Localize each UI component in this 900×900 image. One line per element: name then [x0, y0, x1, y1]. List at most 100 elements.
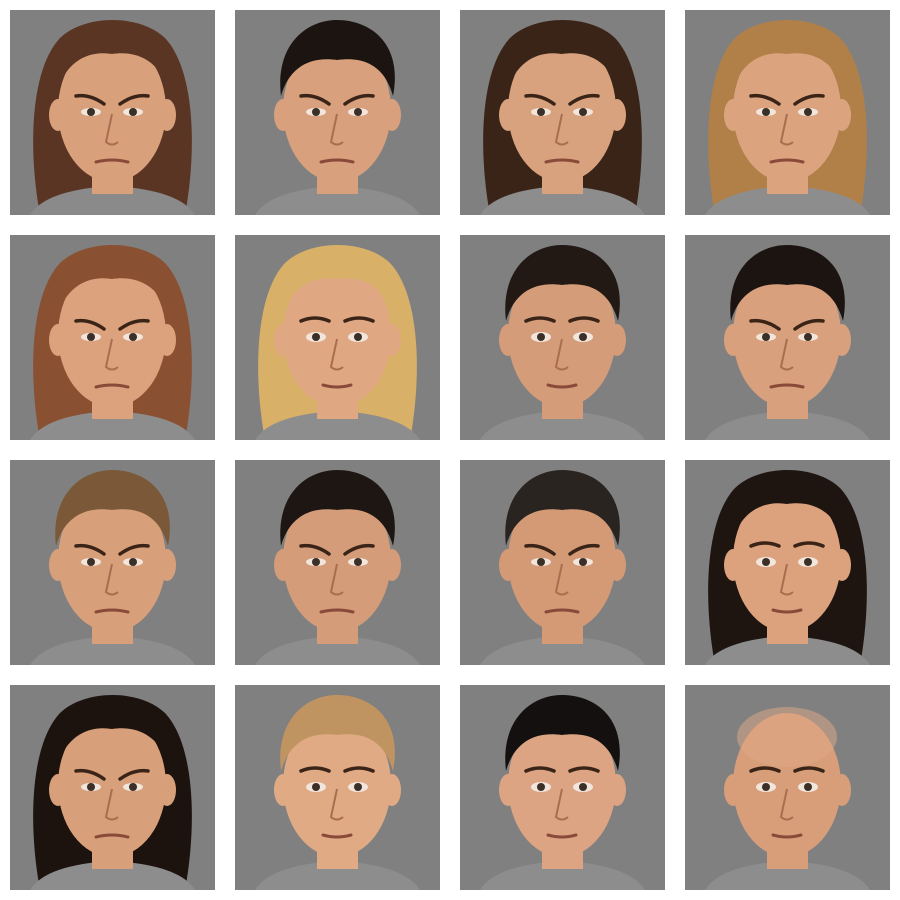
mouth: [546, 833, 578, 839]
hair-top: [505, 245, 620, 321]
hair-top: [58, 251, 168, 315]
left-eye-iris: [312, 333, 320, 341]
left-eye-iris: [312, 558, 320, 566]
left-eye-iris: [537, 108, 545, 116]
left-eye-iris: [762, 333, 770, 341]
mouth: [771, 608, 803, 614]
hair-top: [505, 695, 620, 771]
face: [733, 38, 841, 182]
left-eye-iris: [87, 558, 95, 566]
nose: [329, 788, 344, 821]
hair-top: [283, 251, 393, 315]
face: [283, 38, 391, 182]
left-eye-iris: [537, 783, 545, 791]
right-eyebrow: [793, 318, 825, 331]
face-photo: [10, 460, 215, 665]
face-photo: [460, 460, 665, 665]
right-eye-iris: [579, 333, 587, 341]
face: [283, 488, 391, 632]
left-eyebrow: [524, 543, 556, 556]
left-eye-iris: [762, 108, 770, 116]
mouth: [771, 833, 803, 839]
nose: [779, 338, 794, 371]
shirt: [480, 636, 645, 665]
right-eyebrow: [343, 93, 375, 106]
shirt: [480, 186, 645, 215]
shirt: [255, 411, 420, 440]
hair-top: [280, 20, 395, 96]
face-portrait: [460, 10, 665, 215]
left-eye-iris: [87, 333, 95, 341]
left-eyebrow: [749, 541, 781, 548]
face-photo: [235, 460, 440, 665]
left-eyebrow: [749, 93, 781, 106]
hair-top: [508, 26, 618, 90]
nose: [104, 788, 119, 821]
face-photo: [460, 235, 665, 440]
right-eye-iris: [354, 108, 362, 116]
nose: [779, 788, 794, 821]
face-photo: [235, 10, 440, 215]
face: [58, 488, 166, 632]
nose: [554, 338, 569, 371]
face-portrait: [10, 685, 215, 890]
right-eyebrow: [118, 768, 150, 781]
face-portrait: [10, 460, 215, 665]
left-eye-iris: [312, 108, 320, 116]
face-photo: [10, 10, 215, 215]
mouth: [544, 608, 580, 614]
left-eye-iris: [762, 558, 770, 566]
face-portrait: [460, 235, 665, 440]
face-portrait: [235, 10, 440, 215]
right-eye-iris: [129, 108, 137, 116]
left-eyebrow: [524, 766, 556, 773]
left-eyebrow: [749, 766, 781, 773]
left-eye-iris: [87, 783, 95, 791]
face-photo: [235, 685, 440, 890]
face: [508, 488, 616, 632]
hair-top: [733, 26, 843, 90]
left-eyebrow: [299, 543, 331, 556]
shirt: [705, 861, 870, 890]
left-eyebrow: [74, 318, 106, 331]
nose: [104, 338, 119, 371]
hair-top: [733, 476, 843, 540]
face-photo: [685, 685, 890, 890]
face-portrait: [685, 460, 890, 665]
face: [733, 488, 841, 632]
mouth: [321, 833, 353, 839]
face: [508, 38, 616, 182]
mouth: [319, 158, 355, 164]
left-eyebrow: [74, 768, 106, 781]
face: [283, 263, 391, 407]
right-eye-iris: [804, 558, 812, 566]
nose: [554, 113, 569, 146]
shirt: [705, 636, 870, 665]
hair-top: [280, 695, 395, 771]
mouth: [769, 383, 805, 389]
face-photo: [10, 685, 215, 890]
face: [58, 263, 166, 407]
mouth: [319, 608, 355, 614]
left-eye-iris: [537, 558, 545, 566]
right-eye-iris: [579, 108, 587, 116]
hair-top: [730, 245, 845, 321]
right-eyebrow: [793, 766, 825, 773]
shirt: [30, 861, 195, 890]
face: [58, 38, 166, 182]
face-portrait: [235, 460, 440, 665]
shirt: [30, 636, 195, 665]
right-eyebrow: [793, 541, 825, 548]
shirt: [30, 411, 195, 440]
face-photo: [685, 10, 890, 215]
face-portrait: [685, 685, 890, 890]
right-eye-iris: [804, 783, 812, 791]
right-eye-iris: [579, 558, 587, 566]
mouth: [94, 608, 130, 614]
right-eye-iris: [129, 558, 137, 566]
shirt: [255, 186, 420, 215]
left-eye-iris: [537, 333, 545, 341]
right-eye-iris: [354, 558, 362, 566]
right-eyebrow: [568, 316, 600, 323]
face-photo: [460, 10, 665, 215]
